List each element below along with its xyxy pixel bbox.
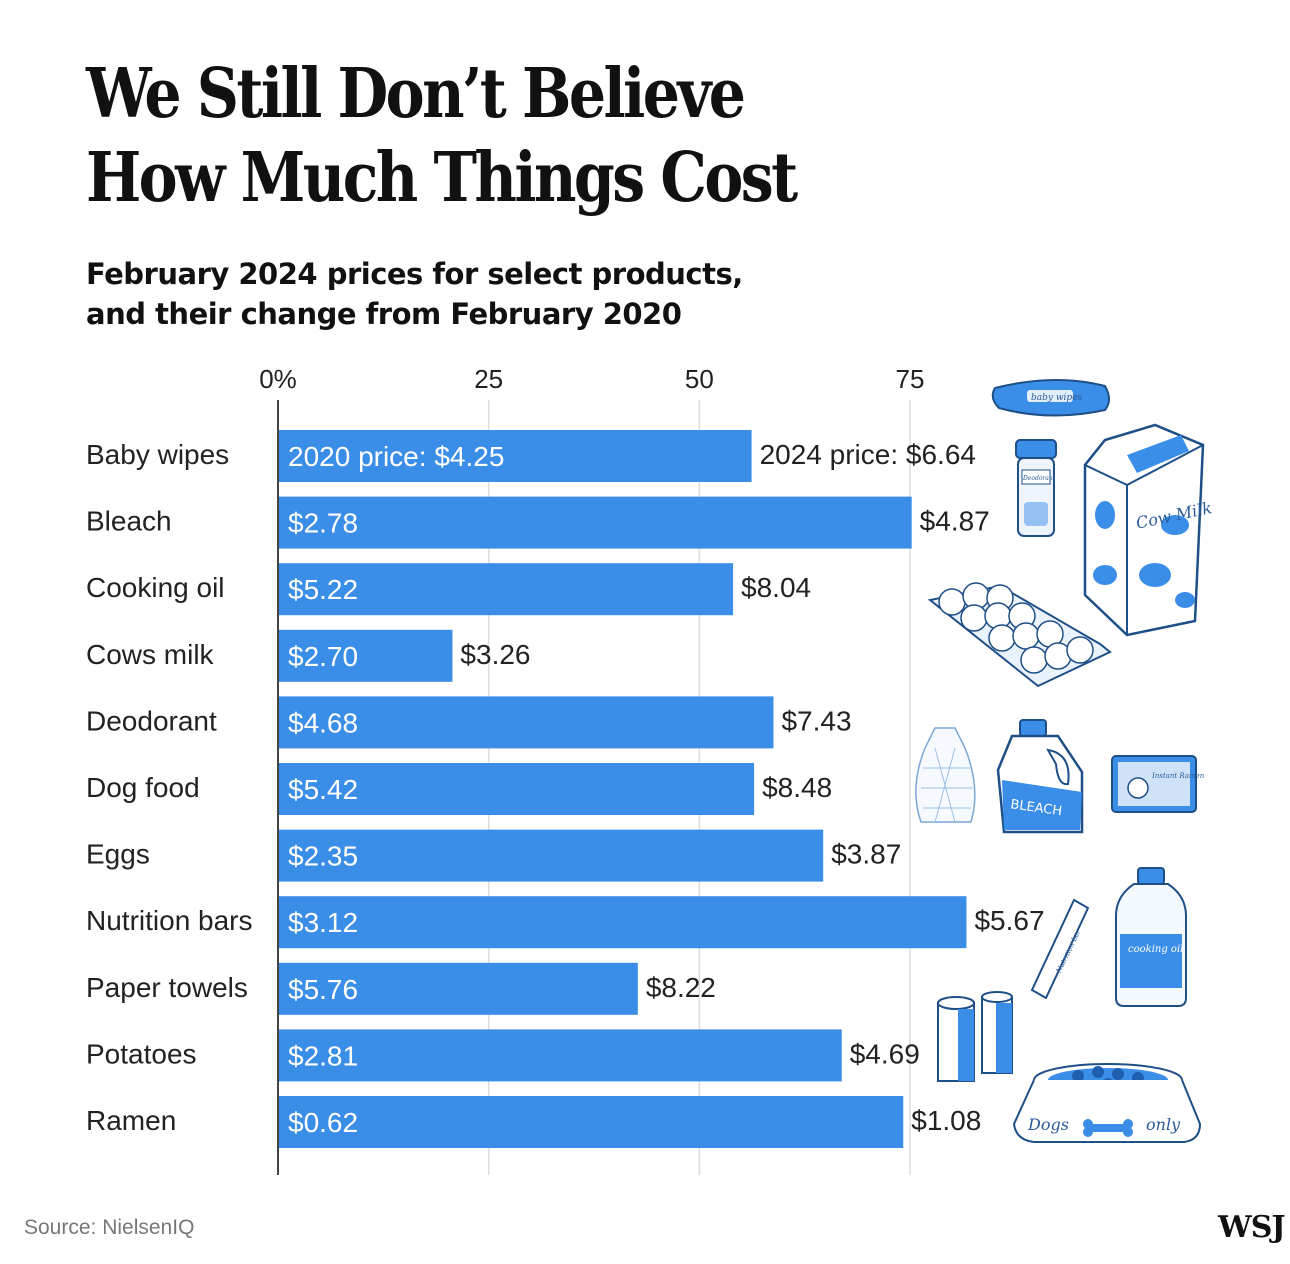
title-line-1: We Still Don’t Believe xyxy=(86,54,746,134)
price-2024-label: $3.26 xyxy=(460,639,530,670)
bar-bleach xyxy=(278,496,912,549)
subtitle-line-1: February 2024 prices for select products… xyxy=(86,257,743,291)
bars xyxy=(278,430,967,1148)
category-label: Cooking oil xyxy=(86,572,225,603)
category-label: Nutrition bars xyxy=(86,905,253,936)
category-label: Bleach xyxy=(86,506,172,537)
category-label: Ramen xyxy=(86,1105,176,1136)
price-2024-label: $8.22 xyxy=(646,972,716,1003)
category-label: Paper towels xyxy=(86,972,248,1003)
chart-subtitle: February 2024 prices for select products… xyxy=(86,254,986,334)
price-2020-label: $2.35 xyxy=(288,841,358,872)
bar-dog-food xyxy=(278,763,755,815)
price-2024-label: $8.04 xyxy=(741,572,811,603)
bar-deodorant xyxy=(278,696,774,749)
bar-baby-wipes xyxy=(278,430,752,482)
source-note: Source: NielsenIQ xyxy=(24,1216,195,1239)
price-2024-label: $5.67 xyxy=(974,905,1044,936)
category-label: Deodorant xyxy=(86,705,217,736)
bar-nutrition-bars xyxy=(278,896,967,949)
category-label: Cows milk xyxy=(86,639,215,670)
price-2024-label: $4.69 xyxy=(850,1038,920,1069)
chart-title: We Still Don’t Believe How Much Things C… xyxy=(86,52,860,220)
price-2024-label: $3.87 xyxy=(831,839,901,870)
bar-eggs xyxy=(278,829,824,882)
bar-ramen xyxy=(278,1096,904,1148)
price-2020-label: $0.62 xyxy=(288,1107,358,1138)
x-tick-label: 50 xyxy=(685,364,714,394)
bar-paper-towels xyxy=(278,962,638,1015)
category-label: Baby wipes xyxy=(86,439,229,470)
bar-potatoes xyxy=(278,1029,842,1082)
x-tick-label: 25 xyxy=(474,364,503,394)
price-2020-label: $5.76 xyxy=(288,974,358,1005)
price-2024-label: 2024 price: $6.64 xyxy=(760,439,976,470)
bar-cooking-oil xyxy=(278,563,734,616)
price-2024-label: $1.08 xyxy=(911,1105,981,1136)
x-tick-label: 75 xyxy=(896,364,925,394)
x-tick-label: 0% xyxy=(259,364,297,394)
price-2020-label: $5.22 xyxy=(288,574,358,605)
wsj-logo: WSJ xyxy=(1218,1210,1286,1245)
category-label: Eggs xyxy=(86,839,150,870)
price-2024-label: $8.48 xyxy=(762,772,832,803)
price-2020-label: $2.78 xyxy=(288,508,358,539)
price-2024-label: $4.87 xyxy=(920,506,990,537)
price-2020-label: 2020 price: $4.25 xyxy=(288,441,504,472)
price-2024-label: $7.43 xyxy=(781,705,851,736)
category-label: Dog food xyxy=(86,772,200,803)
title-line-2: How Much Things Cost xyxy=(86,138,798,218)
subtitle-line-2: and their change from February 2020 xyxy=(86,297,682,331)
category-label: Potatoes xyxy=(86,1038,197,1069)
price-2020-label: $2.81 xyxy=(288,1040,358,1071)
price-2020-label: $3.12 xyxy=(288,907,358,938)
x-axis-ticks: 0% 25 50 75 xyxy=(259,364,924,394)
price-2020-label: $4.68 xyxy=(288,707,358,738)
price-2020-label: $2.70 xyxy=(288,641,358,672)
price-2020-label: $5.42 xyxy=(288,774,358,805)
bar-cows-milk xyxy=(278,629,453,682)
